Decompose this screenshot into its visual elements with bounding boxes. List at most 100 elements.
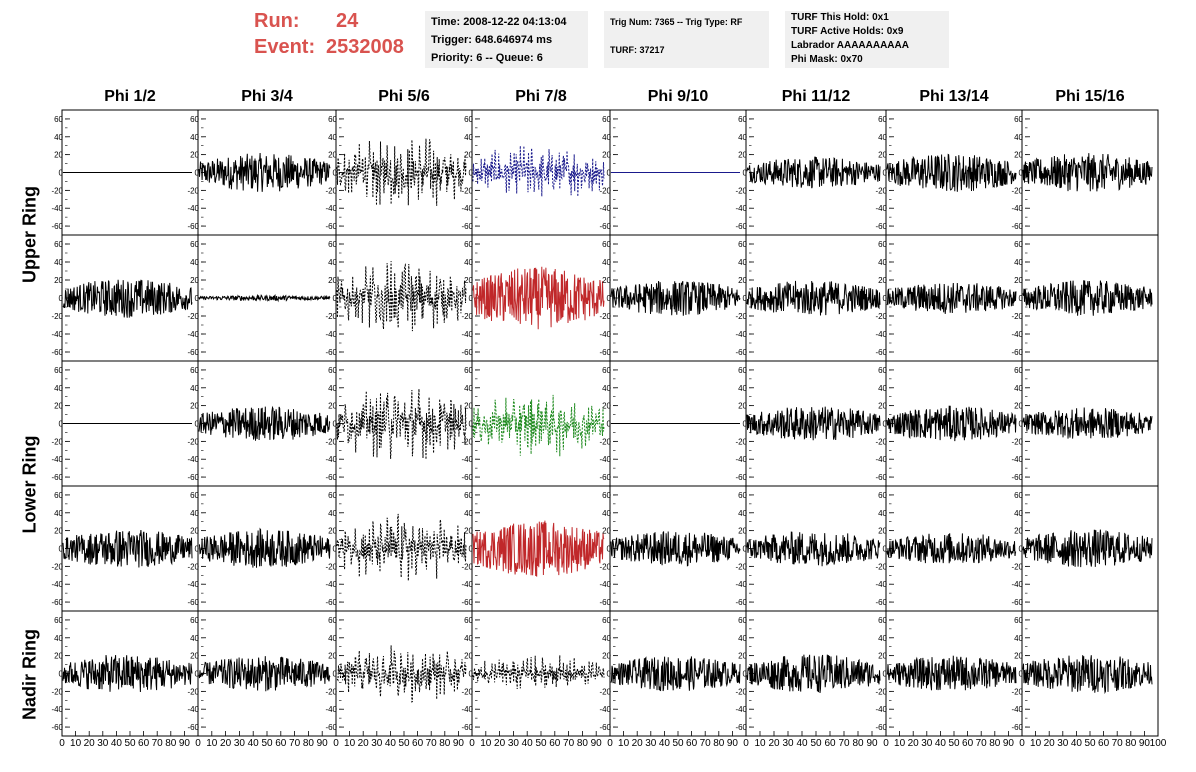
y-tick-label: -20 [875,312,887,321]
trig-num-text: Trig Num: 7365 -- Trig Type: RF [610,17,743,27]
x-tick-label: 0 [1019,738,1025,749]
y-tick-label: -20 [51,312,63,321]
waveform-panel: -60 -40 -20 0 20 40 60 [735,234,887,362]
y-tick-label: 0 [1019,294,1024,303]
waveform-trace [886,533,1017,564]
y-tick-label: 20 [54,276,63,285]
y-tick-label: 60 [328,491,337,500]
x-tick-label: 50 [261,738,273,749]
y-tick-label: 40 [602,509,611,518]
y-tick-label: -40 [875,580,887,589]
y-tick-label: 40 [602,258,611,267]
y-tick-label: 20 [190,151,199,160]
y-tick-label: -60 [735,473,747,482]
x-tick-label: 10 [480,738,492,749]
y-tick-label: -40 [599,330,611,339]
y-tick-label: -20 [325,312,337,321]
y-tick-label: 60 [190,366,199,375]
y-tick-label: -60 [1011,598,1023,607]
x-tick-label: 60 [549,738,561,749]
y-tick-label: 40 [464,384,473,393]
y-tick-label: 40 [878,509,887,518]
y-tick-label: -60 [599,222,611,231]
y-tick-label: -60 [599,348,611,357]
y-tick-label: -40 [875,330,887,339]
y-tick-label: -40 [875,204,887,213]
y-tick-label: 60 [1014,491,1023,500]
y-tick-label: 0 [469,169,474,178]
waveform-trace [336,261,467,332]
y-tick-label: 40 [738,384,747,393]
trig-info-box: Trig Num: 7365 -- Trig Type: RF TURF: 37… [604,11,769,68]
waveform-panel: -60 -40 -20 0 20 40 60 [187,485,337,612]
x-tick-label: 40 [248,738,260,749]
x-tick-label: 90 [1139,738,1151,749]
y-tick-label: -60 [735,222,747,231]
y-tick-label: -40 [51,204,63,213]
y-tick-label: -60 [51,723,63,732]
y-tick-label: -40 [461,330,473,339]
y-tick-label: 20 [1014,527,1023,536]
y-tick-label: 40 [738,634,747,643]
y-tick-label: -60 [875,598,887,607]
waveform-trace [886,655,1017,691]
y-tick-label: 40 [1014,384,1023,393]
x-tick-label: 60 [686,738,698,749]
y-tick-label: 0 [607,545,612,554]
x-tick-label: 80 [303,738,315,749]
y-tick-label: 20 [464,527,473,536]
waveform-panel: -60 -40 -20 0 20 40 60 [461,109,611,236]
waveform-trace [746,406,881,441]
event-label: Event: [254,36,316,58]
y-tick-label: 0 [195,294,200,303]
x-tick-label: 10 [894,738,906,749]
x-tick-label: 70 [152,738,164,749]
waveform-panel: -60 -40 -20 0 20 40 60 [1011,485,1159,612]
y-tick-label: 60 [190,616,199,625]
y-tick-label: -20 [461,437,473,446]
y-tick-label: -20 [325,687,337,696]
y-tick-label: 40 [738,258,747,267]
y-tick-label: 0 [883,294,888,303]
y-tick-label: 60 [464,491,473,500]
y-tick-label: 40 [328,133,337,142]
x-tick-label: 30 [508,738,520,749]
y-tick-label: 0 [1019,169,1024,178]
y-tick-label: 20 [190,527,199,536]
y-tick-label: 20 [602,151,611,160]
y-tick-label: 40 [464,509,473,518]
y-tick-label: 0 [195,670,200,679]
y-tick-label: 40 [1014,258,1023,267]
y-tick-label: -40 [461,580,473,589]
y-tick-label: 40 [602,634,611,643]
y-tick-label: -20 [187,186,199,195]
waveform-trace [336,388,467,460]
y-tick-label: 0 [743,294,748,303]
y-tick-label: 0 [1019,545,1024,554]
y-tick-label: 20 [328,402,337,411]
y-tick-label: -20 [735,562,747,571]
waveform-trace [1022,655,1153,695]
waveform-trace [610,280,741,316]
turf-info-box: TURF This Hold: 0x1 TURF Active Holds: 0… [785,11,949,68]
waveform-trace [886,405,1017,442]
y-tick-label: 0 [59,294,64,303]
y-tick-label: -20 [51,687,63,696]
y-tick-label: 60 [738,240,747,249]
waveform-panel: -60 -40 -20 0 20 40 60 [599,109,747,236]
x-tick-label: 0 [195,738,201,749]
y-tick-label: 0 [333,169,338,178]
y-tick-label: 60 [54,491,63,500]
y-tick-label: 0 [883,545,888,554]
waveform-trace [746,654,881,694]
y-tick-label: -40 [187,330,199,339]
y-tick-label: 40 [328,509,337,518]
y-tick-label: 0 [469,545,474,554]
y-tick-label: 40 [54,634,63,643]
waveform-panel: -60 -40 -20 0 20 40 60 [51,360,199,487]
waveform-trace [472,520,605,577]
y-tick-label: -40 [599,455,611,464]
y-tick-label: -40 [187,705,199,714]
time-text: Time: 2008-12-22 04:13:04 [431,16,567,28]
